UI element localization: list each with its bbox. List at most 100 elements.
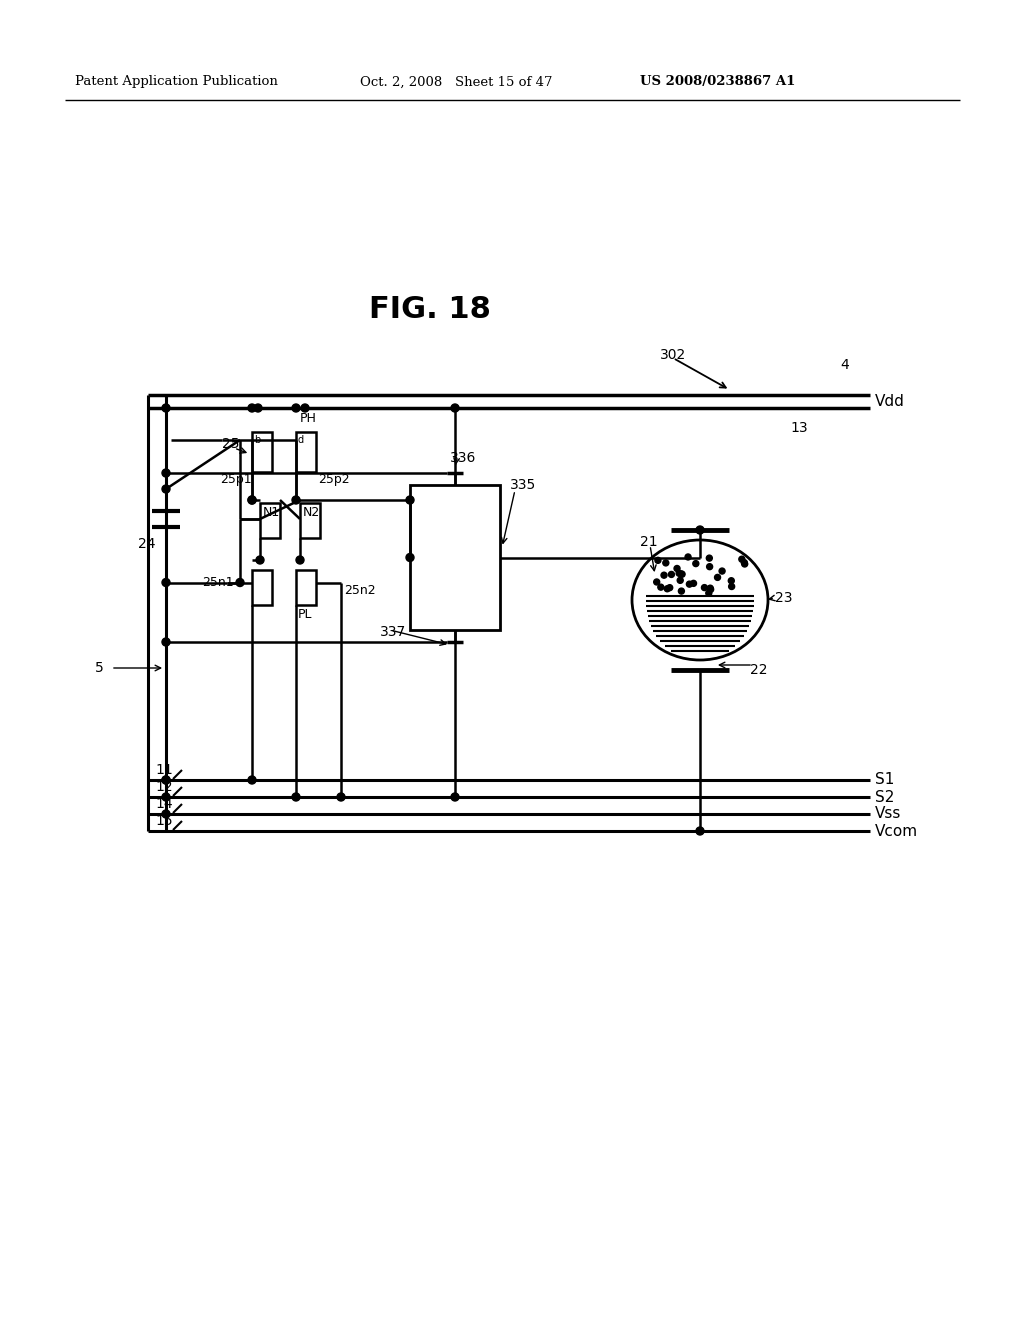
Bar — [296, 570, 316, 605]
Text: S2: S2 — [874, 789, 894, 804]
Text: 22: 22 — [750, 663, 768, 677]
Circle shape — [657, 585, 664, 590]
Circle shape — [674, 565, 680, 572]
Text: 23: 23 — [775, 591, 793, 605]
Circle shape — [292, 793, 300, 801]
Circle shape — [292, 404, 300, 412]
Text: 337: 337 — [380, 624, 407, 639]
Text: 25: 25 — [222, 437, 240, 451]
Text: d: d — [298, 436, 304, 445]
Circle shape — [162, 776, 170, 784]
Circle shape — [686, 581, 692, 587]
Circle shape — [708, 585, 714, 591]
Circle shape — [451, 793, 459, 801]
Circle shape — [690, 581, 696, 586]
Text: Patent Application Publication: Patent Application Publication — [75, 75, 278, 88]
Text: Vcom: Vcom — [874, 824, 919, 838]
Text: 25n2: 25n2 — [344, 583, 376, 597]
Circle shape — [707, 564, 713, 570]
Circle shape — [162, 484, 170, 492]
Circle shape — [162, 638, 170, 645]
Circle shape — [337, 793, 345, 801]
Circle shape — [248, 404, 256, 412]
Circle shape — [292, 496, 300, 504]
Circle shape — [655, 557, 660, 564]
Text: 302: 302 — [660, 348, 686, 362]
Text: US 2008/0238867 A1: US 2008/0238867 A1 — [640, 75, 796, 88]
Circle shape — [162, 793, 170, 801]
Text: 336: 336 — [450, 451, 476, 465]
Text: 15: 15 — [155, 814, 173, 828]
Text: 12: 12 — [155, 780, 173, 795]
Circle shape — [162, 810, 170, 818]
Circle shape — [685, 554, 691, 560]
Text: 14: 14 — [155, 797, 173, 810]
Text: Oct. 2, 2008   Sheet 15 of 47: Oct. 2, 2008 Sheet 15 of 47 — [360, 75, 553, 88]
Text: S1: S1 — [874, 772, 894, 788]
Text: 25p2: 25p2 — [318, 474, 349, 487]
Circle shape — [665, 586, 671, 591]
Circle shape — [162, 776, 170, 784]
Circle shape — [236, 578, 244, 586]
Text: 11: 11 — [155, 763, 173, 777]
Text: PL: PL — [298, 609, 312, 622]
Text: b: b — [254, 436, 260, 445]
Circle shape — [406, 553, 414, 561]
Circle shape — [254, 404, 262, 412]
Circle shape — [679, 572, 685, 577]
Circle shape — [301, 404, 309, 412]
Circle shape — [162, 578, 170, 586]
Circle shape — [741, 560, 748, 566]
Circle shape — [696, 828, 705, 836]
Circle shape — [662, 572, 667, 578]
Circle shape — [678, 572, 684, 577]
Circle shape — [667, 585, 673, 590]
Text: Vss: Vss — [874, 807, 901, 821]
Bar — [300, 503, 319, 539]
Circle shape — [256, 556, 264, 564]
Circle shape — [669, 572, 675, 577]
Text: 13: 13 — [790, 421, 808, 436]
Bar — [252, 432, 272, 473]
Circle shape — [728, 578, 734, 583]
Bar — [296, 432, 316, 473]
Circle shape — [248, 496, 256, 504]
Text: 25p1: 25p1 — [220, 474, 252, 487]
Bar — [410, 484, 500, 630]
Circle shape — [741, 561, 748, 568]
Text: Vdd: Vdd — [874, 393, 905, 409]
Circle shape — [296, 556, 304, 564]
Circle shape — [451, 404, 459, 412]
Text: 4: 4 — [840, 358, 849, 372]
Text: N1: N1 — [263, 507, 281, 520]
Circle shape — [677, 577, 683, 583]
Circle shape — [653, 579, 659, 585]
Circle shape — [406, 496, 414, 504]
Text: 335: 335 — [510, 478, 537, 492]
Text: PH: PH — [300, 412, 316, 425]
Circle shape — [729, 583, 734, 590]
Text: FIG. 18: FIG. 18 — [369, 296, 490, 325]
Circle shape — [715, 574, 721, 581]
Circle shape — [706, 590, 712, 597]
Circle shape — [739, 556, 744, 562]
Circle shape — [162, 404, 170, 412]
Circle shape — [162, 469, 170, 477]
Circle shape — [248, 496, 256, 504]
Text: 24: 24 — [138, 537, 156, 550]
Circle shape — [719, 568, 725, 574]
Circle shape — [701, 585, 708, 590]
Circle shape — [708, 586, 714, 593]
Text: 5: 5 — [95, 661, 103, 675]
Circle shape — [663, 560, 669, 566]
Circle shape — [676, 570, 682, 577]
Circle shape — [707, 556, 713, 561]
Circle shape — [248, 776, 256, 784]
Circle shape — [693, 561, 698, 566]
Bar — [260, 503, 280, 539]
Text: 21: 21 — [640, 535, 657, 549]
Text: N2: N2 — [303, 507, 321, 520]
Text: 25n1: 25n1 — [202, 576, 233, 589]
Circle shape — [678, 589, 684, 594]
Bar — [252, 570, 272, 605]
